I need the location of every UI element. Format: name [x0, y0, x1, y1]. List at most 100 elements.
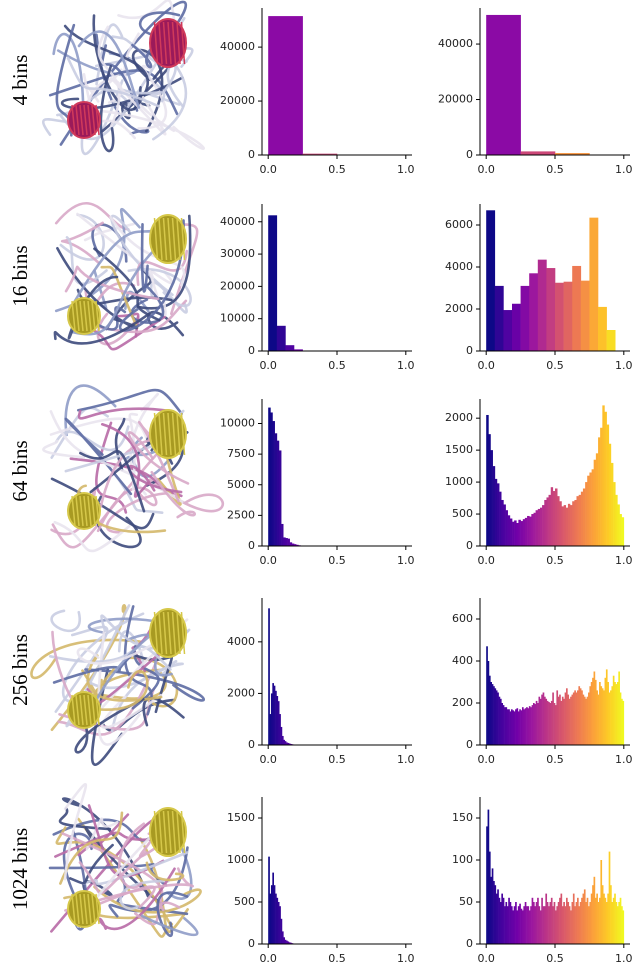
histogram-bar [557, 696, 560, 745]
histogram-bar [621, 698, 623, 745]
y-tick-label: 20000 [438, 93, 473, 106]
histogram-bar [619, 897, 622, 944]
streamline [96, 486, 158, 533]
histogram-bar [498, 897, 501, 944]
histogram-bar [522, 519, 526, 546]
histogram-bar [615, 494, 618, 546]
helix-turn [95, 104, 100, 136]
row-label: 1024 bins [8, 828, 32, 910]
y-tick-label: 2000 [445, 302, 473, 315]
helix-turn [153, 217, 159, 261]
x-tick-label: 0.0 [259, 952, 277, 965]
histogram-bar [294, 544, 297, 546]
histogram-bar [566, 688, 568, 745]
x-tick-label: 0.0 [477, 359, 495, 372]
y-tick-label: 4000 [227, 635, 255, 648]
y-tick-label: 1000 [445, 475, 473, 488]
histogram-bar [567, 503, 571, 546]
histogram-bar [495, 893, 498, 944]
histogram-bar [283, 537, 286, 546]
helix-turn [162, 21, 168, 65]
streamline [139, 837, 189, 933]
y-tick-label: 4000 [445, 260, 473, 273]
histogram-bar [612, 897, 615, 944]
histogram-bar [508, 897, 510, 944]
histogram-bar [492, 466, 496, 546]
histogram-bar [552, 491, 556, 546]
histogram-bar [542, 692, 545, 745]
histogram-bar [491, 684, 494, 745]
histogram-bar [538, 696, 541, 745]
y-tick-label: 10000 [220, 312, 255, 325]
histogram-bar [619, 514, 622, 546]
x-tick-label: 1.0 [397, 753, 415, 766]
histogram-bar [268, 215, 278, 351]
histogram-bar [593, 459, 597, 546]
histogram-bar [615, 902, 618, 944]
histogram-bar [272, 872, 274, 944]
histogram-bar [293, 349, 303, 351]
y-tick-label: 600 [452, 612, 473, 625]
histogram-bar [490, 450, 493, 546]
helix-turn [158, 412, 163, 456]
y-tick-label: 400 [452, 654, 473, 667]
histogram-bar [287, 538, 290, 546]
histogram-bar [528, 706, 531, 745]
histogram-bar [506, 709, 509, 745]
histogram-bar [559, 501, 562, 546]
y-tick-label: 0 [466, 738, 473, 751]
histogram-bar [543, 906, 546, 944]
histogram-bar [290, 743, 292, 745]
helix-turn [171, 611, 177, 655]
histogram-bar [593, 671, 596, 745]
streamline [140, 914, 199, 937]
streamline [79, 450, 146, 513]
streamline [150, 470, 196, 519]
histogram-bar [605, 902, 608, 944]
histogram-bar [544, 499, 547, 546]
y-tick-label: 0 [466, 148, 473, 161]
helix-turn [95, 495, 100, 527]
histogram-bar [585, 698, 587, 745]
histogram-bar [511, 303, 521, 351]
streamline [123, 32, 176, 133]
histogram-bar [589, 902, 592, 944]
helix-turn [95, 893, 100, 925]
histogram-bar [572, 501, 575, 546]
streamline [100, 265, 139, 330]
streamline [60, 221, 104, 265]
histogram-bar [275, 690, 277, 745]
histogram-bar [533, 512, 536, 546]
histogram-bar [559, 897, 561, 944]
histogram-bar [284, 741, 287, 745]
histogram-bar [616, 682, 619, 745]
histogram-bar [513, 711, 516, 745]
row-label: 4 bins [8, 55, 32, 106]
histogram-bar [497, 692, 499, 745]
histogram-bar [570, 505, 573, 546]
histogram-bar [540, 507, 543, 546]
histogram-bar [546, 700, 549, 745]
histogram-bar [586, 897, 589, 944]
histogram-bar [535, 510, 539, 546]
streamline [42, 439, 86, 459]
histogram-bar [577, 897, 579, 944]
streamline [127, 431, 190, 485]
helix-turn [75, 300, 80, 332]
helix-turn [176, 217, 181, 261]
histogram-bar [518, 519, 521, 546]
histogram-bar [281, 735, 284, 745]
streamline [59, 0, 188, 146]
streamline [66, 56, 161, 108]
histogram-bar [272, 421, 275, 546]
histogram-bar [276, 440, 280, 546]
helix-turn [162, 611, 168, 655]
y-tick-label: 500 [452, 507, 473, 520]
histogram-bar [520, 908, 523, 944]
helix-turn [83, 104, 88, 136]
streamline [80, 79, 124, 156]
helix-turn [158, 611, 163, 655]
streamline [156, 891, 189, 938]
histogram-bar [506, 906, 509, 944]
